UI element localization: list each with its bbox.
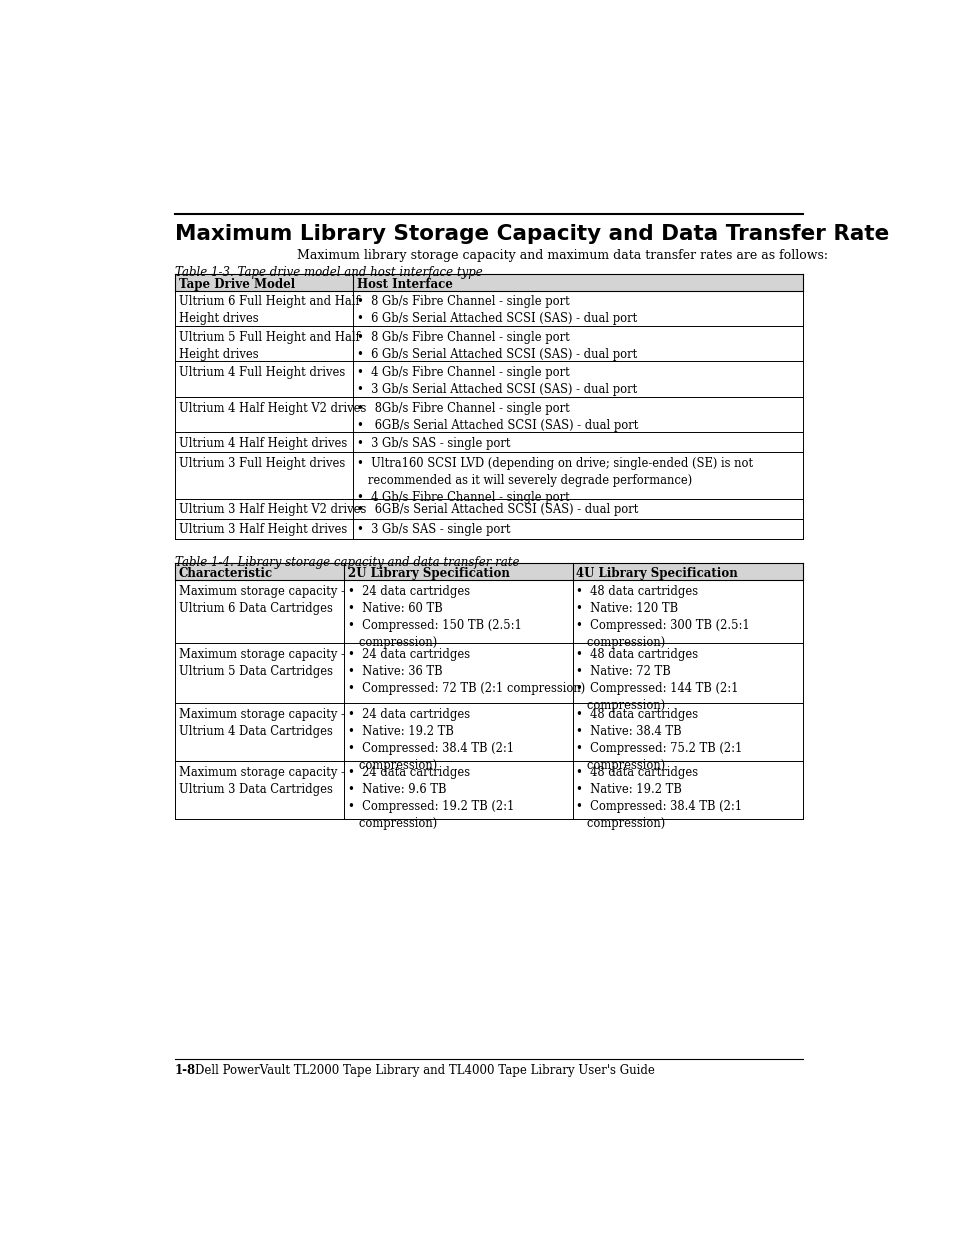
Text: Maximum library storage capacity and maximum data transfer rates are as follows:: Maximum library storage capacity and max… [297,249,827,262]
Text: Maximum storage capacity -
Ultrium 3 Data Cartridges: Maximum storage capacity - Ultrium 3 Dat… [179,766,344,795]
Text: •  24 data cartridges
•  Native: 9.6 TB
•  Compressed: 19.2 TB (2:1
   compressi: • 24 data cartridges • Native: 9.6 TB • … [348,766,514,830]
Text: •  48 data cartridges
•  Native: 38.4 TB
•  Compressed: 75.2 TB (2:1
   compress: • 48 data cartridges • Native: 38.4 TB •… [576,708,742,772]
Text: •  8 Gb/s Fibre Channel - single port
•  6 Gb/s Serial Attached SCSI (SAS) - dua: • 8 Gb/s Fibre Channel - single port • 6… [356,295,637,325]
Bar [174,274,802,290]
Bar [174,290,802,326]
Text: Ultrium 6 Full Height and Half
Height drives: Ultrium 6 Full Height and Half Height dr… [179,295,359,325]
Bar [174,396,802,432]
Text: Ultrium 4 Full Height drives: Ultrium 4 Full Height drives [179,366,345,379]
Text: •  24 data cartridges
•  Native: 19.2 TB
•  Compressed: 38.4 TB (2:1
   compress: • 24 data cartridges • Native: 19.2 TB •… [348,708,514,772]
Bar [174,519,802,538]
Text: Host Interface: Host Interface [356,278,453,290]
Text: •  24 data cartridges
•  Native: 36 TB
•  Compressed: 72 TB (2:1 compression): • 24 data cartridges • Native: 36 TB • C… [348,648,584,695]
Text: Ultrium 4 Half Height drives: Ultrium 4 Half Height drives [179,437,347,450]
Text: 1-8: 1-8 [174,1063,196,1077]
Text: Maximum Library Storage Capacity and Data Transfer Rate: Maximum Library Storage Capacity and Dat… [174,225,888,245]
Text: Ultrium 3 Half Height V2 drives: Ultrium 3 Half Height V2 drives [179,503,366,516]
Bar [174,452,802,499]
Text: •   6GB/s Serial Attached SCSI (SAS) - dual port: • 6GB/s Serial Attached SCSI (SAS) - dua… [356,503,638,516]
Text: Characteristic: Characteristic [179,567,273,580]
Text: •  24 data cartridges
•  Native: 60 TB
•  Compressed: 150 TB (2.5:1
   compressi: • 24 data cartridges • Native: 60 TB • C… [348,585,521,648]
Bar [174,499,802,519]
Bar [174,362,802,396]
Text: Ultrium 4 Half Height V2 drives: Ultrium 4 Half Height V2 drives [179,401,366,415]
Text: Ultrium 3 Full Height drives: Ultrium 3 Full Height drives [179,457,345,471]
Text: •   8Gb/s Fibre Channel - single port
•   6GB/s Serial Attached SCSI (SAS) - dua: • 8Gb/s Fibre Channel - single port • 6G… [356,401,638,431]
Text: Table 1-4. Library storage capacity and data transfer rate: Table 1-4. Library storage capacity and … [174,556,519,568]
Text: Dell PowerVault TL2000 Tape Library and TL4000 Tape Library User's Guide: Dell PowerVault TL2000 Tape Library and … [195,1063,655,1077]
Bar [174,563,802,580]
Text: •  4 Gb/s Fibre Channel - single port
•  3 Gb/s Serial Attached SCSI (SAS) - dua: • 4 Gb/s Fibre Channel - single port • 3… [356,366,637,396]
Bar [174,432,802,452]
Text: Tape Drive Model: Tape Drive Model [179,278,294,290]
Text: Ultrium 5 Full Height and Half
Height drives: Ultrium 5 Full Height and Half Height dr… [179,331,359,361]
Text: Maximum storage capacity -
Ultrium 4 Data Cartridges: Maximum storage capacity - Ultrium 4 Dat… [179,708,344,739]
Text: 2U Library Specification: 2U Library Specification [348,567,509,580]
Text: •  3 Gb/s SAS - single port: • 3 Gb/s SAS - single port [356,524,510,536]
Bar [174,761,802,819]
Text: Table 1-3. Tape drive model and host interface type: Table 1-3. Tape drive model and host int… [174,266,482,279]
Text: 4U Library Specification: 4U Library Specification [576,567,738,580]
Text: •  48 data cartridges
•  Native: 19.2 TB
•  Compressed: 38.4 TB (2:1
   compress: • 48 data cartridges • Native: 19.2 TB •… [576,766,741,830]
Text: Maximum storage capacity -
Ultrium 5 Data Cartridges: Maximum storage capacity - Ultrium 5 Dat… [179,648,344,678]
Text: •  48 data cartridges
•  Native: 120 TB
•  Compressed: 300 TB (2.5:1
   compress: • 48 data cartridges • Native: 120 TB • … [576,585,749,648]
Text: •  3 Gb/s SAS - single port: • 3 Gb/s SAS - single port [356,437,510,450]
Bar [174,580,802,643]
Text: Maximum storage capacity -
Ultrium 6 Data Cartridges: Maximum storage capacity - Ultrium 6 Dat… [179,585,344,615]
Text: •  8 Gb/s Fibre Channel - single port
•  6 Gb/s Serial Attached SCSI (SAS) - dua: • 8 Gb/s Fibre Channel - single port • 6… [356,331,637,361]
Text: Ultrium 3 Half Height drives: Ultrium 3 Half Height drives [179,524,347,536]
Bar [174,704,802,761]
Text: •  48 data cartridges
•  Native: 72 TB
•  Compressed: 144 TB (2:1
   compression: • 48 data cartridges • Native: 72 TB • C… [576,648,739,711]
Bar [174,326,802,362]
Bar [174,643,802,704]
Text: •  Ultra160 SCSI LVD (depending on drive; single-ended (SE) is not
   recommende: • Ultra160 SCSI LVD (depending on drive;… [356,457,753,504]
